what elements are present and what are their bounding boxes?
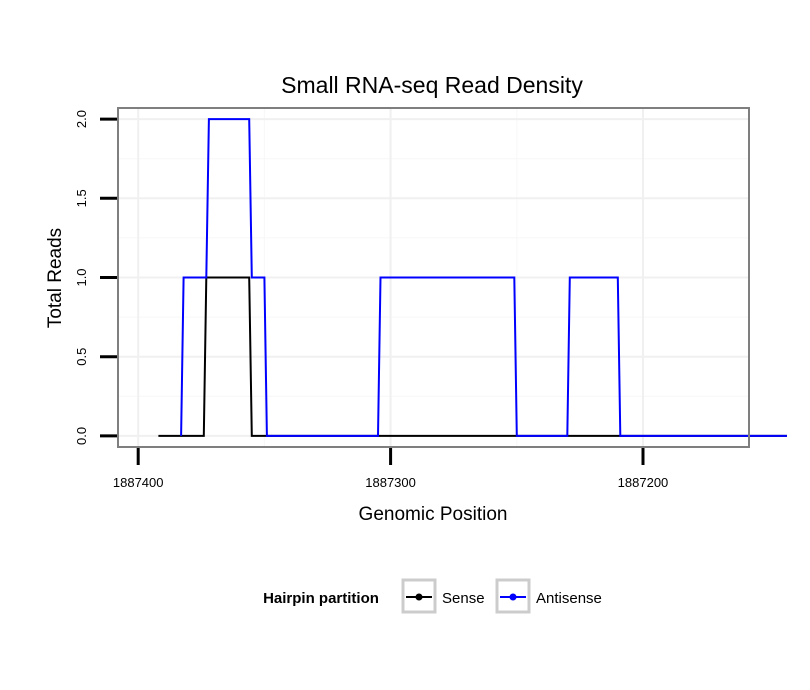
y-axis: 0.0 0.5 1.0 1.5 2.0 [74,110,117,445]
series-layer [158,118,787,437]
y-tick-label: 0.0 [74,427,89,445]
plot-border [117,107,750,448]
y-axis-title: Total Reads [45,228,66,328]
x-tick-label: 1887300 [365,475,416,490]
legend: Hairpin partition Sense Antisense [263,578,602,614]
series-line-antisense [180,118,787,437]
y-tick-label: 1.0 [74,268,89,286]
y-tick-label: 2.0 [74,110,89,128]
legend-label-sense: Sense [442,590,485,607]
y-tick-label: 1.5 [74,189,89,207]
x-axis: 1887400 1887300 1887200 [113,448,668,490]
chart-title: Small RNA-seq Read Density [281,72,583,98]
x-tick-label: 1887200 [618,475,669,490]
legend-dot-sense [415,593,423,601]
legend-label-antisense: Antisense [536,590,602,607]
y-tick-label: 0.5 [74,348,89,366]
x-tick-label: 1887400 [113,475,164,490]
legend-item-antisense: Antisense [495,578,602,614]
legend-dot-antisense [509,593,517,601]
legend-item-sense: Sense [401,578,485,614]
x-axis-title: Genomic Position [359,504,508,525]
legend-title: Hairpin partition [263,590,379,607]
